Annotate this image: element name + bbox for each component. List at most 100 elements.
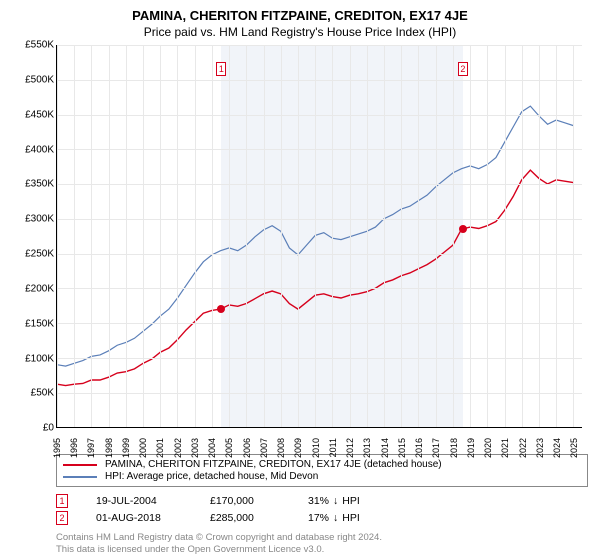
- sale-price: £170,000: [210, 495, 280, 507]
- x-axis: 1995199619971998199920002001200220032004…: [56, 428, 582, 448]
- gridline-v: [401, 45, 402, 427]
- gridline-v: [91, 45, 92, 427]
- legend-label: HPI: Average price, detached house, Mid …: [105, 471, 318, 482]
- x-tick-label: 2015: [397, 438, 407, 458]
- gridline-v: [74, 45, 75, 427]
- footnote: Contains HM Land Registry data © Crown c…: [56, 532, 588, 556]
- gridline-v: [246, 45, 247, 427]
- gridline-v: [109, 45, 110, 427]
- x-tick-label: 2004: [207, 438, 217, 458]
- gridline-h: [57, 323, 582, 324]
- y-tick-label: £500K: [25, 74, 54, 85]
- x-tick-label: 2017: [431, 438, 441, 458]
- gridline-v: [264, 45, 265, 427]
- gridline-v: [539, 45, 540, 427]
- y-axis: £0£50K£100K£150K£200K£250K£300K£350K£400…: [12, 45, 56, 428]
- sale-row: 1 19-JUL-2004 £170,000 31% ↓ HPI: [56, 494, 588, 508]
- x-tick-label: 2012: [345, 438, 355, 458]
- x-tick-label: 2008: [276, 438, 286, 458]
- x-tick-label: 2003: [190, 438, 200, 458]
- footnote-line-1: Contains HM Land Registry data © Crown c…: [56, 532, 588, 544]
- gridline-v: [195, 45, 196, 427]
- gridline-v: [126, 45, 127, 427]
- legend-label: PAMINA, CHERITON FITZPAINE, CREDITON, EX…: [105, 459, 442, 470]
- footnote-line-2: This data is licensed under the Open Gov…: [56, 544, 588, 556]
- sale-marker-box: 1: [56, 494, 68, 508]
- x-tick-label: 2011: [328, 438, 338, 457]
- y-tick-label: £150K: [25, 318, 54, 329]
- gridline-h: [57, 149, 582, 150]
- legend-item: PAMINA, CHERITON FITZPAINE, CREDITON, EX…: [63, 459, 581, 470]
- sale-hpi-diff: 31% ↓ HPI: [308, 495, 360, 507]
- chart-subtitle: Price paid vs. HM Land Registry's House …: [12, 25, 588, 39]
- gridline-h: [57, 184, 582, 185]
- sale-price: £285,000: [210, 512, 280, 524]
- gridline-v: [160, 45, 161, 427]
- legend: PAMINA, CHERITON FITZPAINE, CREDITON, EX…: [56, 454, 588, 487]
- plot-area: 12: [56, 45, 582, 428]
- gridline-v: [522, 45, 523, 427]
- gridline-v: [212, 45, 213, 427]
- gridline-v: [281, 45, 282, 427]
- gridline-h: [57, 80, 582, 81]
- legend-swatch: [63, 476, 97, 478]
- x-tick-label: 2014: [380, 438, 390, 458]
- x-tick-label: 2013: [362, 438, 372, 458]
- hpi-suffix: HPI: [342, 512, 360, 524]
- gridline-h: [57, 45, 582, 46]
- gridline-h: [57, 288, 582, 289]
- x-tick-label: 1999: [121, 438, 131, 458]
- gridline-v: [367, 45, 368, 427]
- y-tick-label: £350K: [25, 179, 54, 190]
- chart-area: £0£50K£100K£150K£200K£250K£300K£350K£400…: [12, 45, 588, 448]
- gridline-v: [436, 45, 437, 427]
- gridline-v: [332, 45, 333, 427]
- x-tick-label: 2002: [173, 438, 183, 458]
- y-tick-label: £450K: [25, 109, 54, 120]
- x-tick-label: 2009: [293, 438, 303, 458]
- x-tick-label: 1997: [86, 438, 96, 458]
- x-tick-label: 2023: [535, 438, 545, 458]
- gridline-v: [315, 45, 316, 427]
- gridline-v: [418, 45, 419, 427]
- legend-swatch: [63, 464, 97, 466]
- x-tick-label: 2024: [552, 438, 562, 458]
- gridline-h: [57, 358, 582, 359]
- gridline-v: [350, 45, 351, 427]
- hpi-suffix: HPI: [342, 495, 360, 507]
- gridline-v: [177, 45, 178, 427]
- hpi-pct: 31%: [308, 495, 329, 507]
- y-tick-label: £50K: [31, 388, 54, 399]
- y-tick-label: £400K: [25, 144, 54, 155]
- sales-table: 119-JUL-2004£170,00031%↓HPI201-AUG-2018£…: [56, 491, 588, 528]
- x-tick-label: 2007: [259, 438, 269, 458]
- gridline-v: [384, 45, 385, 427]
- gridline-v: [229, 45, 230, 427]
- gridline-v: [573, 45, 574, 427]
- y-tick-label: £250K: [25, 249, 54, 260]
- sale-marker-flag: 1: [216, 62, 226, 76]
- chart-title: PAMINA, CHERITON FITZPAINE, CREDITON, EX…: [12, 8, 588, 23]
- y-tick-label: £200K: [25, 283, 54, 294]
- y-tick-label: £550K: [25, 40, 54, 51]
- gridline-h: [57, 219, 582, 220]
- gridline-v: [57, 45, 58, 427]
- x-tick-label: 2001: [155, 438, 165, 458]
- y-tick-label: £100K: [25, 353, 54, 364]
- gridline-v: [453, 45, 454, 427]
- gridline-h: [57, 115, 582, 116]
- gridline-v: [556, 45, 557, 427]
- chart-container: PAMINA, CHERITON FITZPAINE, CREDITON, EX…: [0, 0, 600, 560]
- x-tick-label: 1998: [104, 438, 114, 458]
- x-tick-label: 2018: [449, 438, 459, 458]
- titles: PAMINA, CHERITON FITZPAINE, CREDITON, EX…: [12, 8, 588, 39]
- sale-date: 19-JUL-2004: [96, 495, 182, 507]
- gridline-v: [487, 45, 488, 427]
- x-tick-label: 2020: [483, 438, 493, 458]
- sale-hpi-diff: 17%↓HPI: [308, 512, 360, 524]
- sale-date: 01-AUG-2018: [96, 512, 182, 524]
- down-arrow-icon: ↓: [333, 495, 338, 507]
- x-tick-label: 2005: [224, 438, 234, 458]
- gridline-v: [505, 45, 506, 427]
- x-tick-label: 2016: [414, 438, 424, 458]
